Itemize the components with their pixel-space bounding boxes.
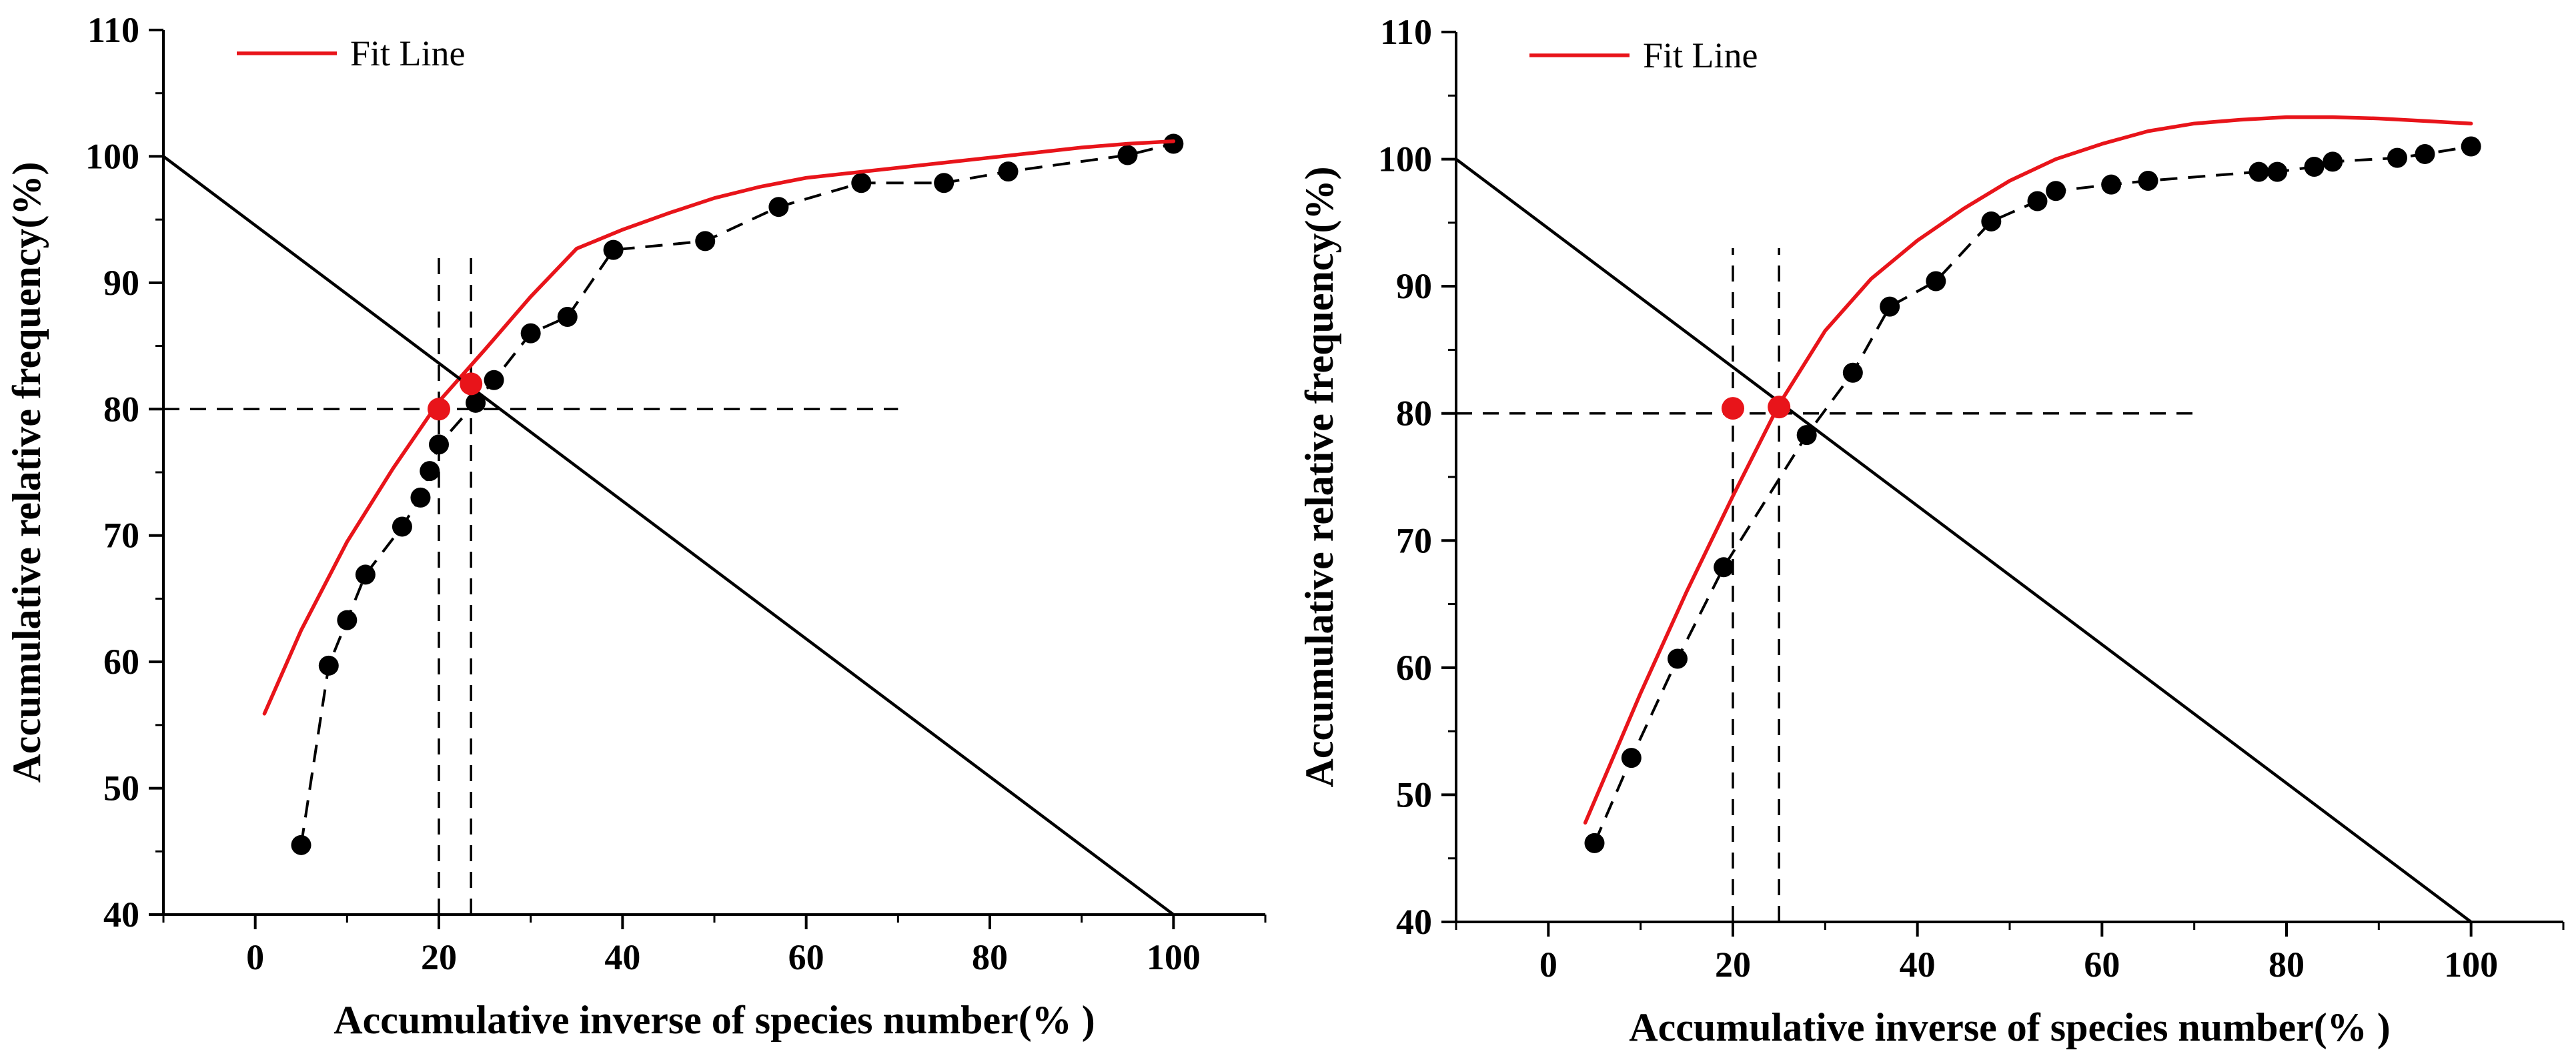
c1-data-point [1842, 362, 1863, 383]
c1-y-axis-title: Accumulative relative frequency(%) [1297, 167, 1341, 788]
c1-x-tick-label: 60 [2084, 945, 2120, 985]
c1-data-point [2101, 174, 2122, 195]
c1-y-tick-label: 50 [1396, 774, 1432, 815]
c0-x-tick-label: 100 [1147, 937, 1201, 977]
c1-data-point [2248, 161, 2269, 182]
c1-highlight-point [1768, 396, 1791, 419]
c1-y-tick-label: 100 [1378, 139, 1432, 179]
c0-x-axis-title: Accumulative inverse of species number(%… [334, 998, 1095, 1042]
c0-y-tick-label: 90 [103, 263, 139, 303]
c0-data-point [355, 564, 376, 585]
c0-data-point [410, 487, 431, 508]
c1-data-point [1880, 296, 1900, 317]
c1-data-point [1621, 748, 1642, 768]
c1-y-tick-label: 60 [1396, 648, 1432, 688]
c0-data-point [998, 161, 1019, 182]
c0-data-point [557, 307, 578, 328]
c0-y-tick-label: 100 [85, 136, 139, 176]
c1-data-point [2323, 151, 2343, 172]
c1-data-point [2387, 147, 2407, 168]
c0-data-point [851, 173, 872, 193]
chart-right: 40 50 60 70 80 90 100 110 0 20 40 60 80 100 Accumulati… [1297, 12, 2565, 1049]
c0-data-point [484, 370, 504, 390]
c0-data-point [392, 516, 412, 537]
c0-y-tick-label: 70 [103, 516, 139, 556]
c0-y-tick-label: 40 [103, 895, 139, 935]
c1-legend-label: Fit Line [1643, 35, 1758, 75]
c1-data-point [1796, 425, 1817, 446]
c0-data-point [768, 197, 789, 217]
c1-fit-line [1583, 115, 2473, 825]
c0-data-point [466, 392, 486, 413]
c0-fit-line [262, 139, 1176, 716]
c1-x-tick-label: 0 [1539, 945, 1557, 985]
c0-data-point [1117, 145, 1138, 165]
c1-data-point [2046, 181, 2066, 201]
c0-observed-line [299, 142, 1174, 846]
c0-x-tick-label: 80 [972, 937, 1008, 977]
c1-data-point [1584, 833, 1605, 853]
c1-data-point [1668, 648, 1688, 669]
c0-highlight-point [460, 372, 483, 396]
c0-x-tick-label: 20 [421, 937, 457, 977]
c0-y-tick-label: 50 [103, 768, 139, 809]
c1-data-point [1714, 557, 1734, 578]
c0-highlight-point [428, 398, 450, 421]
c1-data-point [1981, 211, 2002, 231]
c1-y-tick-label: 90 [1396, 266, 1432, 306]
c1-diagonal-line [1455, 157, 2473, 923]
c1-x-tick-label: 80 [2269, 945, 2305, 985]
c1-y-tick-label: 40 [1396, 902, 1432, 942]
c0-diagonal-line [162, 155, 1175, 916]
c0-x-tick-label: 60 [788, 937, 824, 977]
c1-y-tick-label: 70 [1396, 520, 1432, 560]
c0-y-tick-label: 80 [103, 389, 139, 429]
c0-x-tick-label: 0 [246, 937, 264, 977]
c0-data-point [420, 461, 440, 482]
c0-data-point [1163, 133, 1184, 154]
c1-x-tick-label: 20 [1715, 945, 1751, 985]
c0-data-point [934, 173, 954, 193]
c1-x-axis-title: Accumulative inverse of species number(%… [1629, 1005, 2390, 1049]
c0-y-tick-label: 60 [103, 642, 139, 682]
c1-data-point [2267, 161, 2288, 182]
chart-left: 40 50 60 70 80 90 100 110 0 20 40 60 80 100 Accumulati… [5, 10, 1267, 1042]
c0-legend-label: Fit Line [350, 33, 466, 73]
c1-data-point [2138, 170, 2158, 191]
c0-y-tick-label: 110 [87, 10, 139, 50]
c0-data-point [603, 239, 624, 260]
c0-data-point [520, 323, 541, 344]
c1-data-point [1926, 271, 1946, 292]
c1-x-tick-label: 100 [2444, 945, 2498, 985]
c1-y-tick-label: 110 [1380, 12, 1432, 52]
c1-data-point [2461, 136, 2481, 157]
c1-data-point [2415, 143, 2435, 164]
c0-data-point [291, 835, 311, 855]
c1-observed-line [1593, 145, 2471, 844]
c1-highlight-point [1722, 397, 1744, 420]
c1-x-tick-label: 40 [1900, 945, 1936, 985]
c1-data-point [2304, 157, 2325, 177]
c1-data-point [2027, 191, 2048, 211]
c1-y-tick-label: 80 [1396, 394, 1432, 434]
c0-data-point [429, 434, 449, 455]
c0-data-point [337, 610, 358, 630]
c0-y-axis-title: Accumulative relative frequency(%) [5, 162, 49, 783]
c0-x-tick-label: 40 [604, 937, 640, 977]
c0-data-point [695, 231, 716, 251]
c0-data-point [318, 655, 339, 676]
